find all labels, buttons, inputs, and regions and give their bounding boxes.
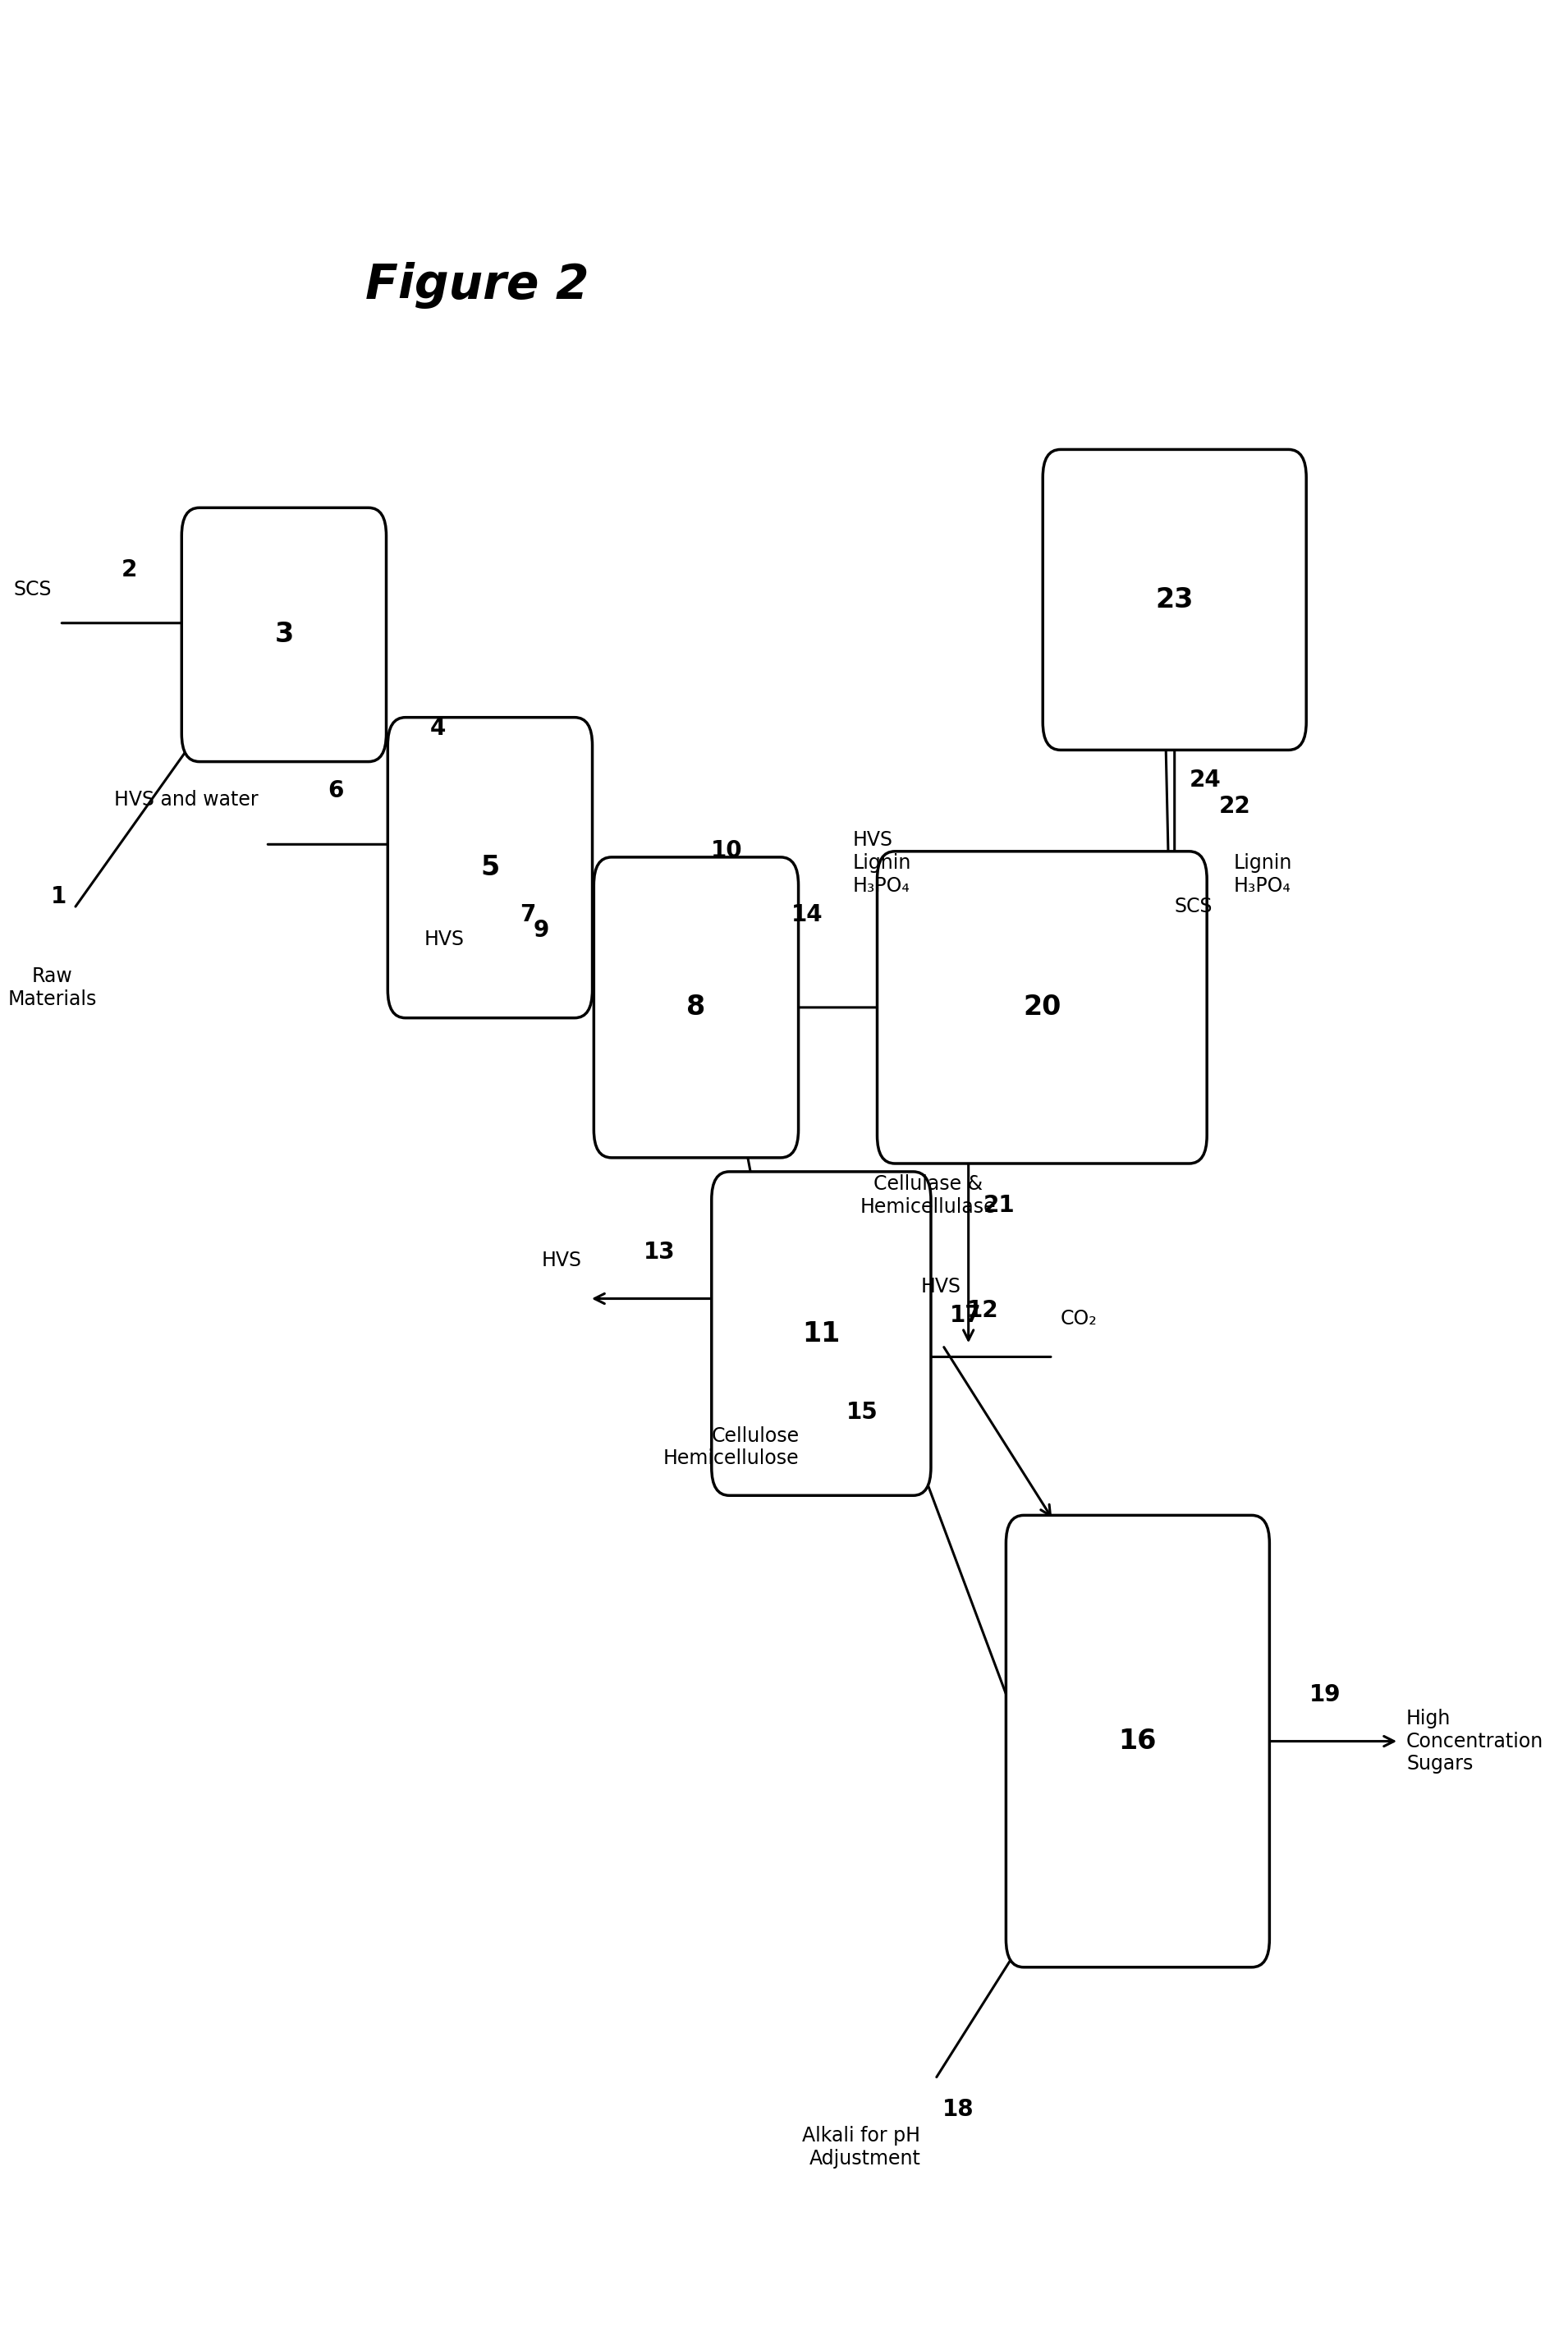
Text: 23: 23 bbox=[1156, 585, 1193, 613]
Text: CO₂: CO₂ bbox=[1060, 1309, 1098, 1330]
Text: 17: 17 bbox=[950, 1304, 982, 1327]
Text: 15: 15 bbox=[847, 1400, 878, 1423]
Text: Raw
Materials: Raw Materials bbox=[8, 967, 97, 1009]
Text: 18: 18 bbox=[942, 2098, 974, 2121]
Text: HVS: HVS bbox=[920, 1278, 961, 1297]
Text: 13: 13 bbox=[643, 1241, 676, 1264]
Text: Lignin
H₃PO₄: Lignin H₃PO₄ bbox=[1234, 852, 1292, 897]
FancyBboxPatch shape bbox=[387, 716, 593, 1018]
Text: 6: 6 bbox=[328, 780, 343, 803]
Text: Alkali for pH
Adjustment: Alkali for pH Adjustment bbox=[803, 2126, 920, 2168]
Text: Cellulase &
Hemicellulase: Cellulase & Hemicellulase bbox=[859, 1175, 996, 1217]
Text: 9: 9 bbox=[533, 920, 549, 941]
Text: SCS: SCS bbox=[1174, 897, 1212, 915]
Text: 19: 19 bbox=[1309, 1683, 1341, 1707]
FancyBboxPatch shape bbox=[594, 857, 798, 1159]
FancyBboxPatch shape bbox=[1007, 1515, 1270, 1966]
FancyBboxPatch shape bbox=[1043, 449, 1306, 749]
FancyBboxPatch shape bbox=[182, 508, 386, 761]
Text: 14: 14 bbox=[792, 904, 823, 927]
Text: 8: 8 bbox=[687, 995, 706, 1021]
Text: 20: 20 bbox=[1022, 995, 1062, 1021]
FancyBboxPatch shape bbox=[712, 1170, 931, 1496]
Text: HVS: HVS bbox=[423, 929, 464, 948]
Text: 11: 11 bbox=[803, 1320, 840, 1346]
Text: HVS: HVS bbox=[543, 1250, 582, 1271]
Text: 16: 16 bbox=[1118, 1728, 1157, 1756]
Text: 3: 3 bbox=[274, 620, 293, 648]
Text: Cellulose
Hemicellulose: Cellulose Hemicellulose bbox=[663, 1426, 800, 1468]
Text: Figure 2: Figure 2 bbox=[365, 262, 588, 309]
Text: HVS and water: HVS and water bbox=[114, 789, 259, 810]
Text: 4: 4 bbox=[430, 716, 445, 740]
Text: 10: 10 bbox=[710, 838, 743, 861]
Text: 7: 7 bbox=[519, 904, 535, 927]
Text: 21: 21 bbox=[983, 1194, 1014, 1217]
Text: High
Concentration
Sugars: High Concentration Sugars bbox=[1406, 1709, 1543, 1774]
Text: 2: 2 bbox=[121, 557, 138, 581]
Text: 24: 24 bbox=[1189, 768, 1221, 791]
Text: 12: 12 bbox=[967, 1299, 999, 1323]
Text: 5: 5 bbox=[480, 854, 500, 880]
Text: 22: 22 bbox=[1218, 796, 1251, 817]
FancyBboxPatch shape bbox=[877, 852, 1207, 1163]
Text: HVS
Lignin
H₃PO₄: HVS Lignin H₃PO₄ bbox=[853, 831, 911, 897]
Text: 1: 1 bbox=[52, 885, 67, 908]
Text: SCS: SCS bbox=[14, 581, 52, 599]
